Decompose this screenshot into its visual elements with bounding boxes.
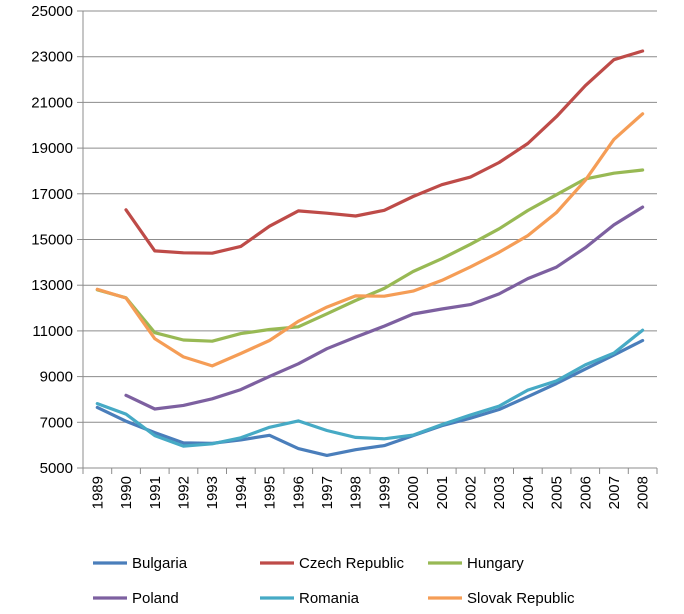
legend-label: Romania xyxy=(299,590,360,607)
legend-item-poland: Poland xyxy=(93,590,179,607)
y-tick-label: 7000 xyxy=(40,414,73,431)
x-tick-label: 1996 xyxy=(290,476,307,509)
y-tick-label: 15000 xyxy=(31,232,73,249)
y-tick-label: 5000 xyxy=(40,460,73,477)
x-tick-label: 2006 xyxy=(577,476,594,509)
y-tick-label: 17000 xyxy=(31,186,73,203)
x-tick-label: 2001 xyxy=(434,476,451,509)
x-tick-label: 1998 xyxy=(348,476,365,509)
legend-item-slovak-republic: Slovak Republic xyxy=(428,590,575,607)
x-tick-label: 1989 xyxy=(89,476,106,509)
legend-item-bulgaria: Bulgaria xyxy=(93,555,188,572)
x-tick-label: 2005 xyxy=(549,476,566,509)
x-tick-label: 2004 xyxy=(520,476,537,509)
legend: Bulgaria Czech Republic Hungary Poland Roman… xyxy=(93,555,575,607)
y-tick-label: 23000 xyxy=(31,49,73,66)
series-line-romania xyxy=(95,328,645,448)
x-tick-label: 1991 xyxy=(147,476,164,509)
series-line-hungary xyxy=(95,168,645,343)
x-tick-label: 1994 xyxy=(233,476,250,509)
y-tick-label: 25000 xyxy=(31,3,73,20)
series-line-poland xyxy=(124,205,645,411)
gridlines xyxy=(83,10,657,423)
legend-label: Slovak Republic xyxy=(467,590,575,607)
x-tick-label: 2008 xyxy=(635,476,652,509)
series-line-czech-republic xyxy=(124,49,645,255)
x-tick-label: 1990 xyxy=(118,476,135,509)
series-line-slovak-republic xyxy=(95,112,645,368)
series-lines xyxy=(95,49,645,457)
legend-item-hungary: Hungary xyxy=(428,555,524,572)
y-tick-label: 11000 xyxy=(32,323,73,340)
x-tick-label: 1995 xyxy=(262,476,279,509)
x-tick-label: 2002 xyxy=(462,476,479,509)
legend-label: Czech Republic xyxy=(299,555,405,572)
y-tick-label: 21000 xyxy=(31,94,73,111)
x-axis-ticks: 1989 1990 1991 1992 1993 1994 1995 1996 1997 1998… xyxy=(82,468,658,509)
y-tick-label: 9000 xyxy=(40,369,73,386)
x-tick-label: 2003 xyxy=(491,476,508,509)
x-tick-label: 2000 xyxy=(405,476,422,509)
x-tick-label: 1999 xyxy=(376,476,393,509)
legend-label: Hungary xyxy=(467,555,524,572)
y-tick-label: 13000 xyxy=(31,277,73,294)
y-tick-label: 19000 xyxy=(31,140,73,157)
x-tick-label: 1992 xyxy=(175,476,192,509)
legend-item-czech-republic: Czech Republic xyxy=(260,555,405,572)
legend-label: Bulgaria xyxy=(132,555,188,572)
x-tick-label: 1997 xyxy=(319,476,336,509)
legend-item-romania: Romania xyxy=(260,590,360,607)
series-line-bulgaria xyxy=(95,338,645,457)
x-tick-label: 1993 xyxy=(204,476,221,509)
x-tick-label: 2007 xyxy=(606,476,623,509)
legend-label: Poland xyxy=(132,590,179,607)
y-axis-ticks: 5000 7000 9000 11000 13000 15000 17000 19000 210… xyxy=(31,3,83,477)
